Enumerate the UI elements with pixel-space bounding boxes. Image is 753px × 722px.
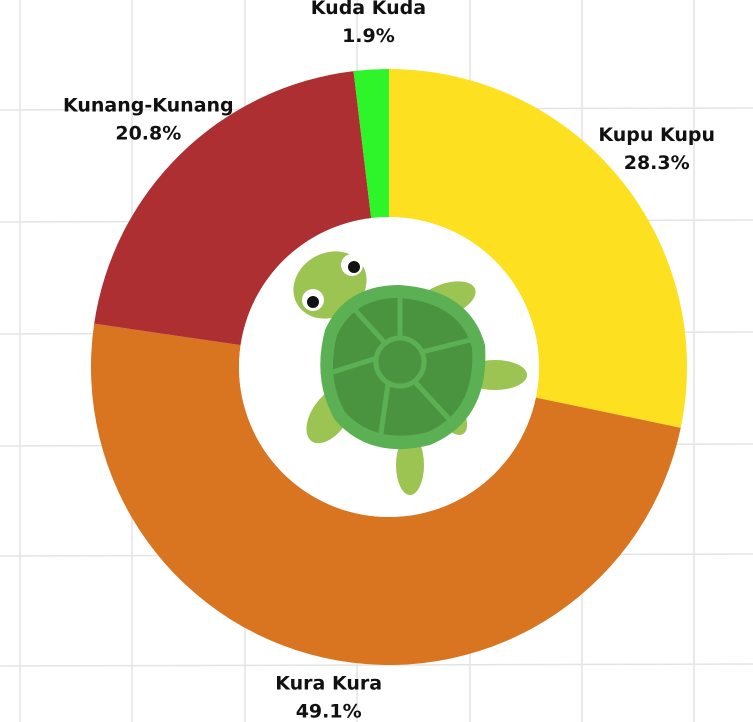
slice	[353, 69, 389, 219]
value-label: 20.8%	[115, 122, 181, 144]
slice-label: Kuda Kuda	[311, 0, 426, 19]
value-label: 28.3%	[624, 152, 690, 174]
slice-label: Kura Kura	[275, 673, 382, 695]
slice	[94, 71, 372, 346]
turtle-illustration	[293, 251, 527, 495]
value-label: 1.9%	[342, 25, 395, 47]
slice-label: Kunang-Kunang	[63, 94, 234, 116]
value-label: 49.1%	[296, 701, 362, 722]
slice	[389, 69, 687, 428]
slice	[91, 323, 681, 665]
slice-label: Kupu Kupu	[598, 124, 715, 146]
